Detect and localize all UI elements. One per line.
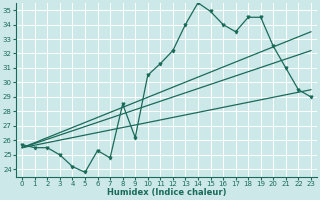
X-axis label: Humidex (Indice chaleur): Humidex (Indice chaleur) bbox=[107, 188, 226, 197]
